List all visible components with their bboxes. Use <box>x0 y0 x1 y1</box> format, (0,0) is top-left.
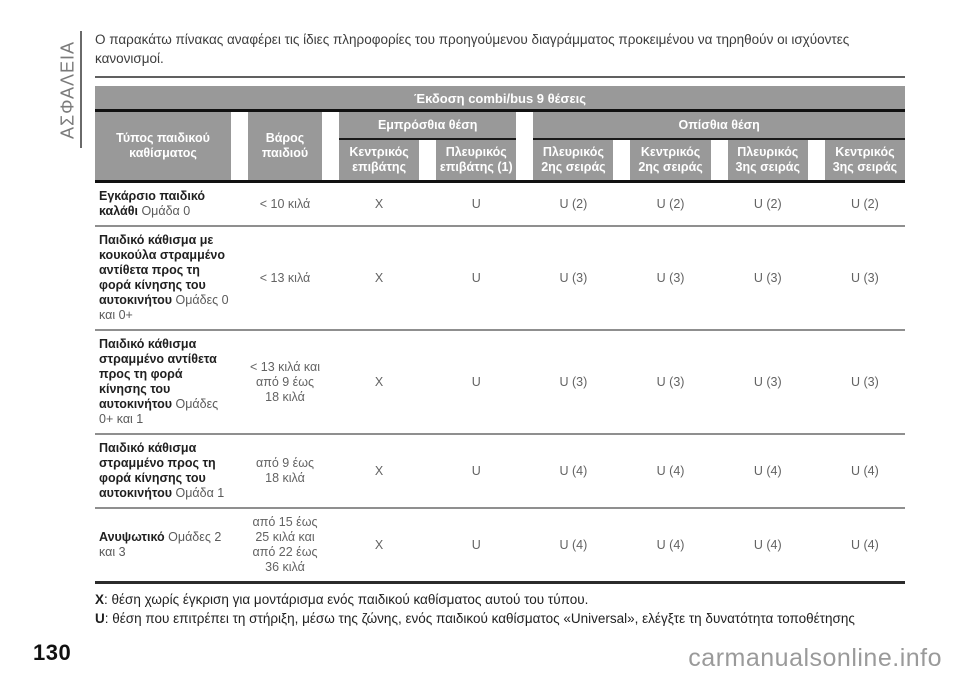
value-center-row2: U (2) <box>656 196 685 211</box>
seat-type-group: Ομάδες 2 και 3 <box>99 530 222 559</box>
value-side-passenger: U <box>471 537 481 552</box>
seat-type-name: Παιδικό κάθισμα με κουκούλα στραμμένο αν… <box>99 233 225 307</box>
footnote-u: U: θέση που επιτρέπει τη στήριξη, μέσω τ… <box>95 609 905 628</box>
seat-type-cell: Παιδικό κάθισμα στραμμένο προς τη φορά κ… <box>95 435 231 507</box>
value-center-passenger: X <box>374 463 384 478</box>
value-center-row2: U (3) <box>656 270 685 285</box>
value-center-passenger: X <box>374 374 384 389</box>
header-side-row3: Πλευρικός 3ης σειράς <box>727 140 808 180</box>
value-side-row3: U (4) <box>753 463 782 478</box>
header-front-position-group: Εμπρόσθια θέση <box>339 112 517 140</box>
sidebar-section-label: ΑΣΦΑΛΕΙΑ <box>56 31 82 148</box>
intro-paragraph: Ο παρακάτω πίνακας αναφέρει τις ίδιες πλ… <box>95 32 850 66</box>
footnote-x: X: θέση χωρίς έγκριση για μοντάρισμα ενό… <box>95 590 905 609</box>
value-center-row3: U (4) <box>851 463 879 478</box>
value-side-row2: U (2) <box>559 196 588 211</box>
top-divider <box>95 76 905 78</box>
seat-type-name: Εγκάρσιο παιδικό καλάθι <box>99 189 206 218</box>
table-body: Εγκάρσιο παιδικό καλάθι Ομάδα 0 < 10 κιλ… <box>95 183 905 584</box>
value-center-row3: U (4) <box>851 537 879 552</box>
watermark-text: carmanualsonline.info <box>688 644 942 672</box>
weight-cell: από 15 έως 25 κιλά και από 22 έως 36 κιλ… <box>252 515 318 574</box>
seat-type-cell: Παιδικό κάθισμα με κουκούλα στραμμένο αν… <box>95 227 231 329</box>
value-side-row2: U (4) <box>559 463 588 478</box>
seat-type-cell: Ανυψωτικό Ομάδες 2 και 3 <box>95 524 231 566</box>
value-side-row2: U (4) <box>559 537 588 552</box>
value-side-row2: U (3) <box>559 270 588 285</box>
header-seat-type: Τύπος παιδικού καθίσματος <box>95 112 231 180</box>
value-center-row2: U (4) <box>656 463 685 478</box>
header-side-row2: Πλευρικός 2ης σειράς <box>533 140 614 180</box>
value-side-passenger: U <box>471 463 481 478</box>
value-center-row3: U (3) <box>851 374 879 389</box>
value-center-passenger: X <box>374 196 384 211</box>
value-side-row3: U (2) <box>753 196 782 211</box>
header-rear-position-group: Οπίσθια θέση <box>533 112 905 140</box>
value-side-row3: U (3) <box>753 374 782 389</box>
value-center-row3: U (3) <box>851 270 879 285</box>
header-center-row3: Κεντρικός 3ης σειράς <box>824 140 905 180</box>
value-side-passenger: U <box>471 270 481 285</box>
table-row-carrycot: Εγκάρσιο παιδικό καλάθι Ομάδα 0 < 10 κιλ… <box>95 183 905 225</box>
header-center-passenger: Κεντρικός επιβάτης <box>339 140 420 180</box>
value-center-row2: U (4) <box>656 537 685 552</box>
weight-cell: < 13 κιλά και από 9 έως 18 κιλά <box>249 359 321 404</box>
seat-type-group: Ομάδες 0+ και 1 <box>99 397 219 426</box>
value-side-row2: U (3) <box>559 374 588 389</box>
value-side-passenger: U <box>471 374 481 389</box>
header-side-passenger: Πλευρικός επιβάτης (1) <box>436 140 517 180</box>
weight-cell: < 13 κιλά <box>259 270 311 285</box>
table-footnotes: X: θέση χωρίς έγκριση για μοντάρισμα ενό… <box>95 590 905 628</box>
page-content: Ο παρακάτω πίνακας αναφέρει τις ίδιες πλ… <box>95 30 910 628</box>
value-center-row3: U (2) <box>851 196 879 211</box>
child-seat-positions-table: Έκδοση combi/bus 9 θέσεις Τύπος παιδικού… <box>95 86 905 584</box>
seat-type-name: Ανυψωτικό <box>99 530 165 544</box>
table-header: Τύπος παιδικού καθίσματος Βάρος παιδιού … <box>95 112 905 183</box>
seat-type-cell: Παιδικό κάθισμα στραμμένο αντίθετα προς … <box>95 331 231 433</box>
table-row-booster: Ανυψωτικό Ομάδες 2 και 3 από 15 έως 25 κ… <box>95 507 905 581</box>
seat-type-name: Παιδικό κάθισμα στραμμένο αντίθετα προς … <box>99 337 217 411</box>
weight-cell: < 10 κιλά <box>259 196 311 211</box>
seat-type-name: Παιδικό κάθισμα στραμμένο προς τη φορά κ… <box>99 441 216 500</box>
value-center-row2: U (3) <box>656 374 685 389</box>
footnote-x-key: X <box>95 592 105 607</box>
table-row-rearward-facing: Παιδικό κάθισμα στραμμένο αντίθετα προς … <box>95 329 905 433</box>
value-center-passenger: X <box>374 537 384 552</box>
table-title: Έκδοση combi/bus 9 θέσεις <box>95 86 905 112</box>
value-side-row3: U (4) <box>753 537 782 552</box>
sidebar-section-text: ΑΣΦΑΛΕΙΑ <box>57 40 78 139</box>
footnote-u-key: U <box>95 611 105 626</box>
header-child-weight: Βάρος παιδιού <box>248 112 322 180</box>
table-row-forward-facing: Παιδικό κάθισμα στραμμένο προς τη φορά κ… <box>95 433 905 507</box>
seat-type-group: Ομάδα 1 <box>175 486 225 500</box>
footnote-x-text: : θέση χωρίς έγκριση για μοντάρισμα ενός… <box>104 592 589 607</box>
weight-cell: από 9 έως 18 κιλά <box>255 456 315 485</box>
footnote-u-text: : θέση που επιτρέπει τη στήριξη, μέσω τη… <box>104 611 855 626</box>
seat-type-group: Ομάδα 0 <box>141 204 191 218</box>
page-number: 130 <box>33 640 72 665</box>
table-row-hooded-rearward: Παιδικό κάθισμα με κουκούλα στραμμένο αν… <box>95 225 905 329</box>
header-center-row2: Κεντρικός 2ης σειράς <box>630 140 711 180</box>
seat-type-cell: Εγκάρσιο παιδικό καλάθι Ομάδα 0 <box>95 183 231 225</box>
seat-type-group: Ομάδες 0 και 0+ <box>99 293 229 322</box>
value-side-passenger: U <box>471 196 481 211</box>
value-center-passenger: X <box>374 270 384 285</box>
value-side-row3: U (3) <box>753 270 782 285</box>
